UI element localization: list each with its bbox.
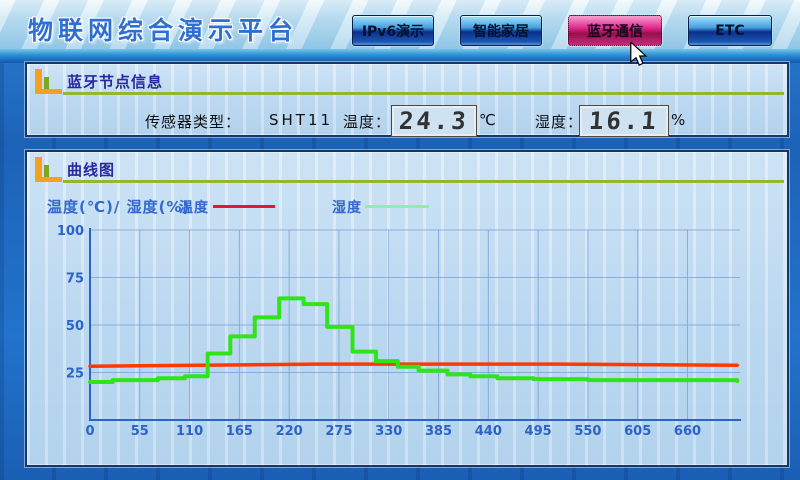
panel-header-underline — [63, 92, 784, 95]
tab-etc[interactable]: ETC — [688, 15, 772, 46]
svg-text:165: 165 — [226, 424, 253, 439]
humidity-unit: % — [671, 111, 687, 129]
panel-header-orange-icon-foot — [35, 177, 62, 182]
panel-header-orange-icon — [35, 157, 42, 182]
svg-text:220: 220 — [276, 424, 303, 439]
panel-title-curve-chart: 曲线图 — [67, 161, 116, 179]
sensor-type-label: 传感器类型： — [145, 113, 242, 131]
tab-bluetooth-active[interactable]: 蓝牙通信 — [568, 15, 662, 46]
header-divider-band — [0, 49, 800, 63]
svg-text:275: 275 — [325, 424, 352, 439]
panel-header-underline — [63, 180, 784, 183]
temperature-value: 24.3 — [398, 107, 470, 135]
legend-humidity-swatch — [365, 205, 429, 208]
line-chart: 0 55 110 165 220 275 330 385 440 495 550 605 660 25 50… — [57, 222, 759, 460]
humidity-display: 16.1 — [579, 105, 669, 137]
panel-header-orange-icon — [35, 69, 42, 94]
svg-text:550: 550 — [574, 424, 601, 439]
svg-text:50: 50 — [66, 319, 84, 334]
temperature-display: 24.3 — [391, 105, 477, 137]
legend-humidity-label: 湿度 — [332, 200, 362, 216]
mouse-cursor-icon — [630, 42, 648, 66]
curve-chart-panel: 曲线图 温度(℃)/ 湿度(%) 温度 湿度 0 55 110 165 220 275 33… — [25, 150, 789, 467]
tab-smart-home[interactable]: 智能家居 — [460, 15, 542, 46]
humidity-label: 湿度： — [535, 113, 584, 131]
svg-text:495: 495 — [525, 424, 552, 439]
svg-text:110: 110 — [176, 424, 203, 439]
temperature-unit: ℃ — [479, 111, 497, 129]
svg-text:75: 75 — [66, 272, 84, 287]
humidity-value: 16.1 — [588, 107, 660, 135]
chart-axis-title: 温度(℃)/ 湿度(%) — [47, 198, 191, 216]
page-title: 物联网综合演示平台 — [28, 16, 299, 45]
svg-text:330: 330 — [375, 424, 402, 439]
top-title-bar — [0, 0, 800, 52]
sensor-type-value: SHT11 — [269, 111, 334, 129]
svg-text:440: 440 — [475, 424, 502, 439]
svg-text:25: 25 — [66, 367, 84, 382]
panel-header-green-icon — [44, 165, 49, 180]
legend-temperature-swatch — [213, 205, 275, 208]
panel-title-node-info: 蓝牙节点信息 — [67, 73, 164, 91]
temperature-label: 温度： — [343, 113, 392, 131]
tab-ipv6-demo[interactable]: IPv6演示 — [352, 15, 434, 46]
svg-text:385: 385 — [425, 424, 452, 439]
svg-text:660: 660 — [674, 424, 701, 439]
bluetooth-node-info-panel: 蓝牙节点信息 传感器类型： SHT11 温度： 24.3 ℃ 湿度： 16.1 … — [25, 62, 789, 137]
svg-text:100: 100 — [57, 224, 84, 239]
tab-bar: IPv6演示 智能家居 蓝牙通信 ETC — [352, 15, 772, 46]
svg-text:605: 605 — [624, 424, 651, 439]
panel-header-orange-icon-foot — [35, 89, 62, 94]
svg-text:0: 0 — [85, 424, 94, 439]
panel-header-green-icon — [44, 77, 49, 92]
svg-text:55: 55 — [131, 424, 149, 439]
legend-temperature-label: 温度 — [179, 200, 209, 216]
